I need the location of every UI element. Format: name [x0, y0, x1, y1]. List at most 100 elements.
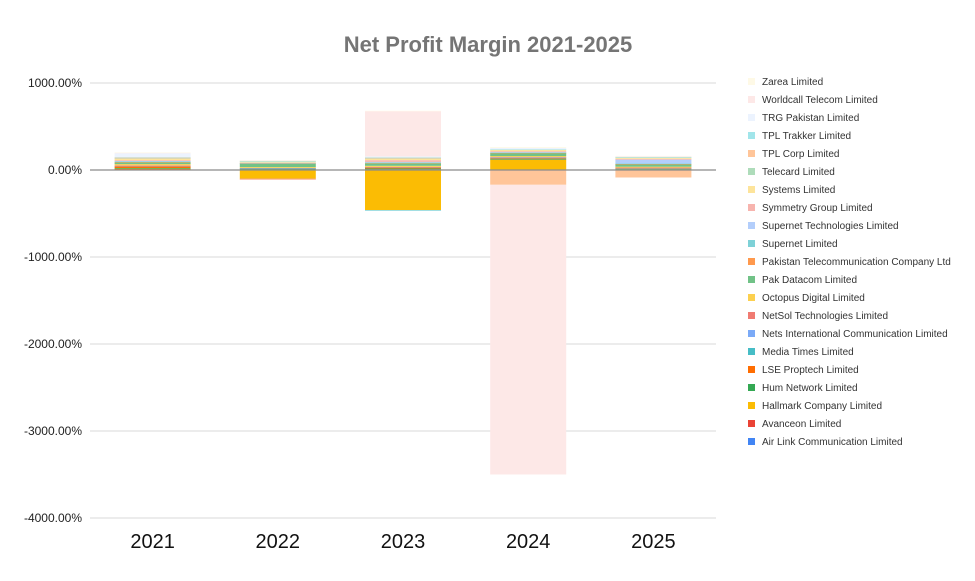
legend-item: Avanceon Limited [748, 419, 841, 430]
bar-segment-supernet-limited-2025 [615, 163, 692, 165]
legend-swatch [748, 150, 755, 157]
bar-segment-hallmark-company-limited-2022 [239, 170, 316, 179]
bar-segment-hum-network-limited-2021 [114, 167, 191, 169]
bar-segment-nets-international-communication-limited-2023 [365, 167, 441, 168]
bar-segment-symmetry-group-limited-2025 [615, 158, 692, 160]
legend-swatch [748, 294, 755, 301]
bar-segment-tpl-corp-limited-2024 [490, 170, 567, 185]
legend-label: TPL Trakker Limited [762, 131, 851, 142]
bar-segment-pakistan-telecommunication-company-ltd-2025 [615, 163, 692, 165]
y-axis-ticks: 1000.00% 0.00% -1000.00% -2000.00% -3000.00%… [24, 76, 82, 525]
legend-label: Hum Network Limited [762, 383, 858, 394]
bar-segment-lse-proptech-limited-2023 [365, 167, 441, 169]
bar-segment-nets-international-communication-limited-2022 [239, 167, 316, 169]
bar-segment-tpl-corp-limited-2021 [114, 157, 191, 159]
legend-label: Hallmark Company Limited [762, 401, 882, 412]
bar-segment-hallmark-company-limited-2023 [365, 170, 441, 211]
bar-segment-worldcall-telecom-limited-2025 [615, 156, 692, 157]
bar-segment-pak-datacom-limited-2023 [365, 163, 441, 166]
bar-segment-nets-international-communication-limited-2025 [615, 167, 692, 169]
bar-segment-octopus-digital-limited-2022 [239, 167, 316, 168]
legend-swatch [748, 312, 755, 319]
legend-label: Pak Datacom Limited [762, 275, 857, 286]
bar-segment-octopus-digital-limited-2024 [490, 156, 567, 158]
legend-label: Supernet Technologies Limited [762, 221, 899, 232]
legend-label: TPL Corp Limited [762, 149, 839, 160]
bar-segment-nets-international-communication-limited-2021 [114, 165, 191, 167]
bar-segment-worldcall-telecom-limited-2023 [365, 111, 441, 157]
legend-item: Supernet Technologies Limited [748, 221, 899, 232]
legend-item: Telecard Limited [748, 167, 835, 178]
grid-lines [90, 82, 716, 519]
legend-swatch [748, 132, 755, 139]
bar-segment-lse-proptech-limited-2021 [114, 166, 191, 168]
bar-segment-worldcall-telecom-limited-2024 [490, 184, 567, 475]
legend-swatch [748, 420, 755, 427]
bar-segment-supernet-technologies-limited-2025 [615, 159, 692, 164]
x-tick-label: 2021 [130, 531, 175, 553]
legend-swatch [748, 186, 755, 193]
bar-segment-hum-network-limited-2024 [490, 159, 567, 160]
bar-segment-nets-international-communication-limited-2024 [490, 157, 567, 158]
legend-swatch [748, 384, 755, 391]
bar-segment-worldcall-telecom-limited-2021 [114, 152, 191, 154]
legend-item: Air Link Communication Limited [748, 437, 903, 448]
bar-segment-hallmark-company-limited-2021 [114, 168, 191, 170]
y-tick-label: -2000.00% [24, 337, 82, 351]
legend-item: Zarea Limited [748, 77, 823, 88]
y-tick-label: -4000.00% [24, 511, 82, 525]
bar-segment-tpl-trakker-limited-2022 [239, 160, 316, 162]
bar-segment-trg-pakistan-limited-2021 [114, 153, 191, 158]
bar-segment-worldcall-telecom-limited-2022 [239, 160, 316, 161]
bar-segment-hallmark-company-limited-2024 [490, 159, 567, 170]
bar-segment-lse-proptech-limited-2025 [615, 168, 692, 169]
legend-swatch [748, 438, 755, 445]
bar-segment-lse-proptech-limited-2024 [490, 158, 567, 160]
legend-label: Nets International Communication Limited [762, 329, 948, 340]
legend-item: Pakistan Telecommunication Company Ltd [748, 257, 951, 268]
bar-segment-symmetry-group-limited-2023 [365, 160, 441, 162]
bar-segment-netsol-technologies-limited-2021 [114, 165, 191, 166]
bar-segment-supernet-limited-2024 [490, 152, 567, 153]
bar-segment-tpl-trakker-limited-2021 [114, 157, 191, 158]
bar-segment-supernet-limited-2022 [239, 162, 316, 164]
bar-segment-telecard-limited-2022 [239, 161, 316, 162]
bar-segment-telecard-limited-2024 [490, 149, 567, 151]
legend-item: LSE Proptech Limited [748, 365, 859, 376]
bar-segment-hum-network-limited-2025 [615, 168, 692, 170]
bar-segment-systems-limited-2021 [114, 158, 191, 161]
x-tick-label: 2025 [631, 531, 676, 553]
legend-swatch [748, 402, 755, 409]
bar-segment-pak-datacom-limited-2024 [490, 153, 567, 157]
bar-segment-zarea-limited-2023 [365, 110, 441, 112]
bar-segment-systems-limited-2022 [239, 161, 316, 163]
bar-segment-trg-pakistan-limited-2024 [490, 147, 567, 150]
bar-segment-supernet-limited-2023 [365, 162, 441, 163]
bar-segment-hum-network-limited-2023 [365, 168, 441, 170]
legend-swatch [748, 96, 755, 103]
legend-swatch [748, 348, 755, 355]
legend-label: LSE Proptech Limited [762, 365, 859, 376]
legend-swatch [748, 222, 755, 229]
y-tick-label: -3000.00% [24, 424, 82, 438]
bar-segment-zarea-limited-2021 [114, 152, 191, 153]
legend-item: NetSol Technologies Limited [748, 311, 888, 322]
legend-label: TRG Pakistan Limited [762, 113, 859, 124]
legend-label: Zarea Limited [762, 77, 823, 88]
bar-segment-octopus-digital-limited-2021 [114, 164, 191, 166]
legend-label: Media Times Limited [762, 347, 854, 358]
legend-item: Supernet Limited [748, 239, 838, 250]
legend-item: Symmetry Group Limited [748, 203, 873, 214]
bar-segment-octopus-digital-limited-2023 [365, 165, 441, 167]
bar-segment-octopus-digital-limited-2025 [615, 166, 692, 168]
legend-swatch [748, 330, 755, 337]
bar-segment-zarea-limited-2022 [239, 159, 316, 161]
legend: Zarea Limited Worldcall Telecom Limited TR… [748, 77, 951, 448]
x-tick-label: 2022 [256, 531, 301, 553]
legend-item: Octopus Digital Limited [748, 293, 865, 304]
bar-segment-tpl-trakker-limited-2023 [365, 157, 441, 158]
bar-segment-trg-pakistan-limited-2025 [615, 156, 692, 158]
legend-item: Hallmark Company Limited [748, 401, 882, 412]
legend-label: Worldcall Telecom Limited [762, 95, 878, 106]
